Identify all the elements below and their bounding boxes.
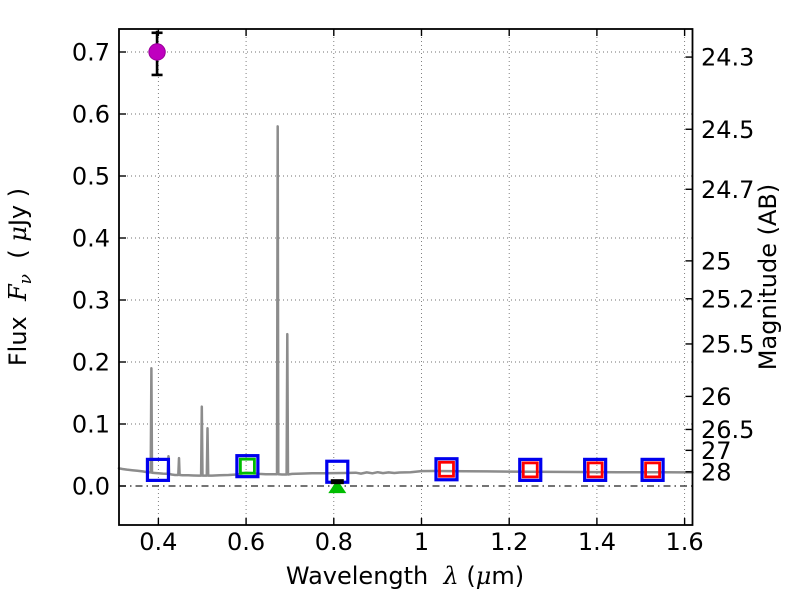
flux-tick-label: 0.5 (72, 163, 110, 191)
spectrum-line (117, 125, 694, 477)
lambda-symbol: λ (443, 562, 459, 590)
mu-symbol-x: μ (476, 562, 492, 590)
flux-tick-label: 0.2 (72, 349, 110, 377)
y-axis-unit-open: ( (4, 242, 32, 274)
mag-tick-label: 25 (701, 247, 732, 275)
flux-tick-label: 0.0 (72, 473, 110, 501)
blue-square-marker (518, 457, 543, 482)
x-tick-label: 1.4 (578, 528, 616, 556)
mag-tick-label: 28 (701, 458, 732, 486)
flux-tick-label: 0.1 (72, 411, 110, 439)
blue-square-marker (235, 454, 260, 479)
y-axis-label-right: Magnitude (AB) (754, 184, 782, 370)
mag-tick-label: 26 (701, 383, 732, 411)
green-square-marker (238, 457, 256, 475)
flux-symbol: F (4, 283, 32, 302)
generated-plot-content: 0.4 0.6 0.8 1 1.2 1.4 1.6 0.0 0.1 0.2 0.3 0.4 0.5 0.6… (72, 28, 754, 556)
blue-square-marker (325, 459, 350, 484)
black-cap-marker (330, 479, 344, 485)
mag-tick-label: 25.2 (701, 285, 754, 313)
flux-tick-label: 0.4 (72, 225, 110, 253)
x-tick-label: 1.6 (666, 528, 704, 556)
x-tick-label: 0.6 (227, 528, 265, 556)
mag-tick-label: 24.3 (701, 44, 754, 72)
blue-square-marker (640, 457, 665, 482)
x-tick-label: 0.8 (315, 528, 353, 556)
red-square-marker (521, 461, 539, 479)
flux-tick-label: 0.6 (72, 101, 110, 129)
x-axis-unit-open: ( (459, 562, 476, 590)
nu-subscript: ν (16, 274, 36, 284)
mag-tick-label: 26.5 (701, 416, 754, 444)
x-axis-label: Wavelength λ (μm) (286, 562, 524, 590)
x-tick-label: 1 (414, 528, 429, 556)
y-axis-label-left: Flux Fν ( μJy ) (4, 188, 36, 366)
mag-tick-label: 24.7 (701, 176, 754, 204)
blue-square-marker (145, 457, 171, 482)
flux-point (148, 43, 166, 61)
x-axis-unit-close: m) (491, 562, 524, 590)
plot-frame (118, 28, 694, 526)
mu-symbol-y: μ (4, 226, 32, 242)
mag-tick-label: 27 (701, 437, 732, 465)
flux-tick-label: 0.3 (72, 287, 110, 315)
red-square-marker (586, 461, 604, 479)
red-square-marker (644, 461, 661, 479)
x-tick-label: 0.4 (139, 528, 177, 556)
y-axis-unit-close: Jy ) (4, 188, 32, 228)
upper-limit-triangle (328, 479, 347, 494)
blue-square-marker (583, 457, 608, 482)
mag-tick-label: 24.5 (701, 116, 754, 144)
x-axis-label-word: Wavelength (286, 562, 444, 590)
mag-tick-label: 25.5 (701, 330, 754, 358)
y-axis-label-word: Flux (4, 301, 32, 366)
x-tick-label: 1.2 (490, 528, 528, 556)
red-square-marker (438, 460, 455, 478)
blue-square-marker (434, 457, 459, 482)
flux-tick-label: 0.7 (72, 39, 110, 67)
